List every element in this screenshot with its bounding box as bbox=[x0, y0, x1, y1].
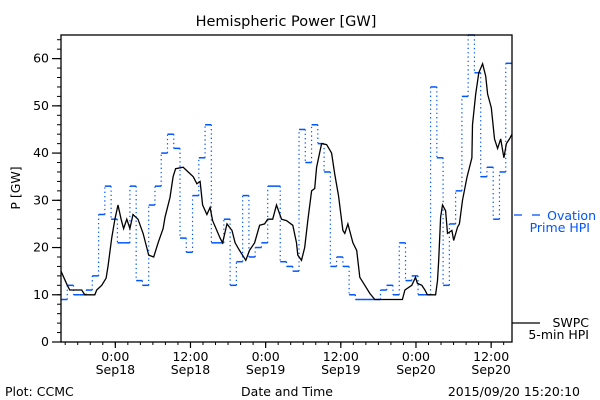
legend-ovation-label-2: Prime HPI bbox=[530, 220, 590, 235]
x-tick-label-date: Sep18 bbox=[171, 362, 211, 377]
y-axis-label: P [GW] bbox=[8, 166, 23, 209]
x-tick-label-time: 12:00 bbox=[323, 349, 359, 364]
legend-swpc-label-2: 5-min HPI bbox=[528, 327, 589, 342]
y-tick-label: 30 bbox=[33, 192, 49, 207]
y-tick-label: 40 bbox=[33, 145, 49, 160]
swpc-series-line bbox=[60, 61, 513, 301]
x-tick-label-date: Sep19 bbox=[321, 362, 361, 377]
x-axis-label: Date and Time bbox=[241, 384, 333, 399]
ovation-series bbox=[61, 34, 512, 301]
plot-timestamp: 2015/09/20 15:20:10 bbox=[448, 384, 580, 399]
x-tick-label-date: Sep19 bbox=[246, 362, 286, 377]
y-tick-label: 10 bbox=[33, 287, 49, 302]
plot-credit: Plot: CCMC bbox=[5, 384, 74, 399]
legend: Ovation Prime HPI SWPC 5-min HPI bbox=[512, 208, 596, 342]
chart-title: Hemispheric Power [GW] bbox=[196, 14, 377, 30]
y-tick-label: 0 bbox=[41, 334, 49, 349]
x-tick-label-time: 0:00 bbox=[402, 349, 430, 364]
x-axis: 0:00Sep1812:00Sep180:00Sep1912:00Sep190:… bbox=[64, 342, 511, 377]
x-tick-label-date: Sep20 bbox=[396, 362, 436, 377]
x-tick-label-time: 12:00 bbox=[473, 349, 509, 364]
x-tick-label-date: Sep18 bbox=[96, 362, 136, 377]
x-tick-label-time: 12:00 bbox=[172, 349, 208, 364]
y-tick-label: 20 bbox=[33, 240, 49, 255]
x-tick-label-time: 0:00 bbox=[101, 349, 129, 364]
legend-swpc-label: SWPC bbox=[552, 315, 589, 330]
y-axis: 0 10 20 30 40 50 60 bbox=[33, 39, 61, 349]
x-tick-label-time: 0:00 bbox=[252, 349, 280, 364]
x-tick-label-date: Sep20 bbox=[471, 362, 511, 377]
y-tick-label: 60 bbox=[33, 51, 49, 66]
plot-frame bbox=[60, 34, 513, 343]
legend-ovation-label: Ovation bbox=[547, 208, 596, 223]
y-tick-label: 50 bbox=[33, 98, 49, 113]
